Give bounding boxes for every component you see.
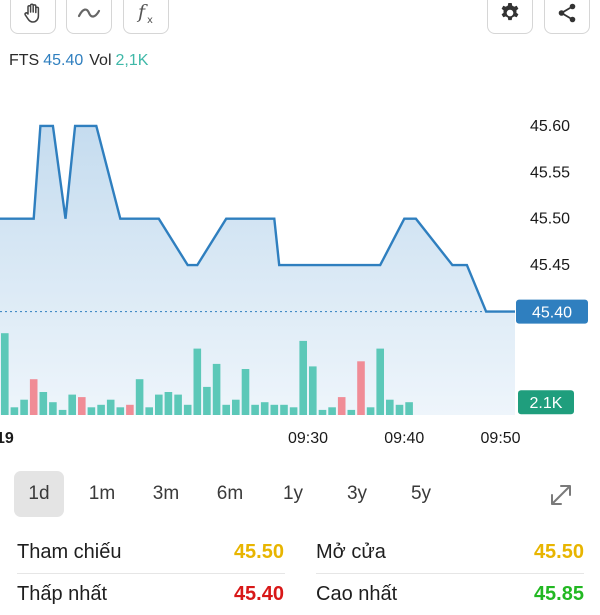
hand-icon — [21, 1, 45, 25]
volume-bar — [357, 361, 365, 415]
svg-text:f: f — [136, 1, 148, 23]
price-volume-chart[interactable]: 45.60 45.55 45.50 45.45 45.40 2.1K 19 09:30 09:4… — [0, 80, 600, 455]
volume-bar — [241, 369, 250, 415]
tab-1d[interactable]: 1d — [14, 471, 64, 517]
volume-bar — [337, 397, 346, 415]
volume-bar — [299, 340, 307, 415]
volume-bar — [366, 407, 375, 415]
tab-6m[interactable]: 6m — [216, 483, 244, 504]
volume-bar — [193, 348, 202, 415]
x-tick-label: 09:30 — [288, 430, 328, 447]
volume-bar — [155, 394, 163, 415]
x-tick-label: 09:40 — [384, 430, 424, 447]
volume-bar — [289, 407, 298, 415]
volume-bar — [309, 366, 317, 415]
volume-bar — [68, 394, 76, 415]
hand-tool-button[interactable] — [10, 0, 56, 34]
open-label: Mở cửa — [316, 541, 386, 563]
volume-bar — [318, 409, 327, 415]
volume-bar — [126, 404, 134, 415]
gear-icon — [498, 1, 522, 25]
ref-value: 45.50 — [233, 541, 284, 563]
last-price-label: 45.40 — [532, 305, 572, 322]
volume-bar — [49, 402, 57, 415]
volume-bar — [328, 407, 336, 415]
volume-bar — [39, 392, 48, 415]
row-divider — [17, 573, 285, 574]
line-style-button[interactable] — [66, 0, 112, 34]
volume-bar — [232, 399, 240, 415]
volume-bar — [145, 407, 153, 415]
y-tick-label: 45.50 — [530, 211, 570, 228]
timeframe-tabs: 1d 1m 3m 6m 1y 3y 5y — [14, 471, 586, 517]
volume-bar — [183, 404, 192, 415]
expand-icon — [546, 485, 576, 514]
tab-3m[interactable]: 3m — [152, 483, 180, 504]
high-label: Cao nhất — [316, 583, 398, 605]
volume-bar — [222, 404, 230, 415]
volume-bar — [164, 392, 173, 415]
volume-bar — [97, 404, 105, 415]
volume-bar — [260, 402, 269, 415]
volume-bar — [280, 404, 288, 415]
legend-symbol: FTS — [9, 52, 40, 69]
y-tick-label: 45.45 — [530, 257, 570, 274]
price-line — [0, 124, 515, 313]
last-price-tag — [516, 299, 588, 324]
volume-bar — [20, 399, 28, 415]
volume-bar — [395, 404, 404, 415]
volume-bar — [29, 379, 38, 415]
share-button[interactable] — [544, 0, 590, 34]
share-icon — [555, 1, 579, 25]
volume-bar — [270, 404, 279, 415]
volume-bar — [405, 402, 413, 415]
volume-bar — [58, 409, 67, 415]
volume-bar — [106, 399, 115, 415]
low-value: 45.40 — [233, 583, 284, 605]
legend-vol-label: Vol — [89, 52, 112, 69]
high-value: 45.85 — [533, 583, 584, 605]
chart-legend: FTS 45.40 Vol 2,1K — [9, 52, 148, 70]
y-tick-label: 45.55 — [530, 164, 570, 181]
ref-label: Tham chiếu — [17, 541, 122, 563]
tab-3y[interactable]: 3y — [346, 483, 368, 504]
fullscreen-button[interactable] — [546, 480, 576, 510]
volume-bar — [135, 379, 144, 415]
volume-bar — [203, 386, 211, 415]
low-label: Thấp nhất — [17, 583, 108, 605]
tab-5y[interactable]: 5y — [410, 483, 432, 504]
wave-icon — [76, 3, 102, 23]
x-tick-label: 19 — [0, 430, 14, 447]
svg-text:x: x — [147, 15, 153, 26]
legend-vol-value: 2,1K — [115, 52, 149, 69]
open-value: 45.50 — [533, 541, 584, 563]
volume-bar — [87, 407, 96, 415]
volume-bar — [251, 404, 259, 415]
volume-bar — [376, 348, 384, 415]
stats-row-1: Tham chiếu 45.50 Mở cửa 45.50 — [0, 525, 600, 574]
volume-bar — [116, 407, 125, 415]
settings-button[interactable] — [487, 0, 533, 34]
volume-bar — [174, 394, 182, 415]
legend-price: 45.40 — [43, 52, 84, 69]
last-volume-tag — [518, 390, 574, 415]
x-tick-label: 09:50 — [481, 430, 521, 447]
row-divider — [316, 573, 584, 574]
last-volume-label: 2.1K — [530, 395, 563, 412]
stats-row-2: Thấp nhất 45.40 Cao nhất 45.85 — [0, 571, 600, 615]
volume-bar — [10, 407, 19, 415]
y-tick-label: 45.60 — [530, 118, 570, 135]
price-area — [0, 125, 515, 416]
volume-bar — [1, 333, 9, 415]
volume-bar — [212, 363, 221, 415]
tab-1y[interactable]: 1y — [282, 483, 304, 504]
volume-bar — [347, 409, 356, 415]
volume-bar — [78, 397, 86, 415]
volume-bar — [386, 399, 394, 415]
tab-1m[interactable]: 1m — [88, 483, 116, 504]
